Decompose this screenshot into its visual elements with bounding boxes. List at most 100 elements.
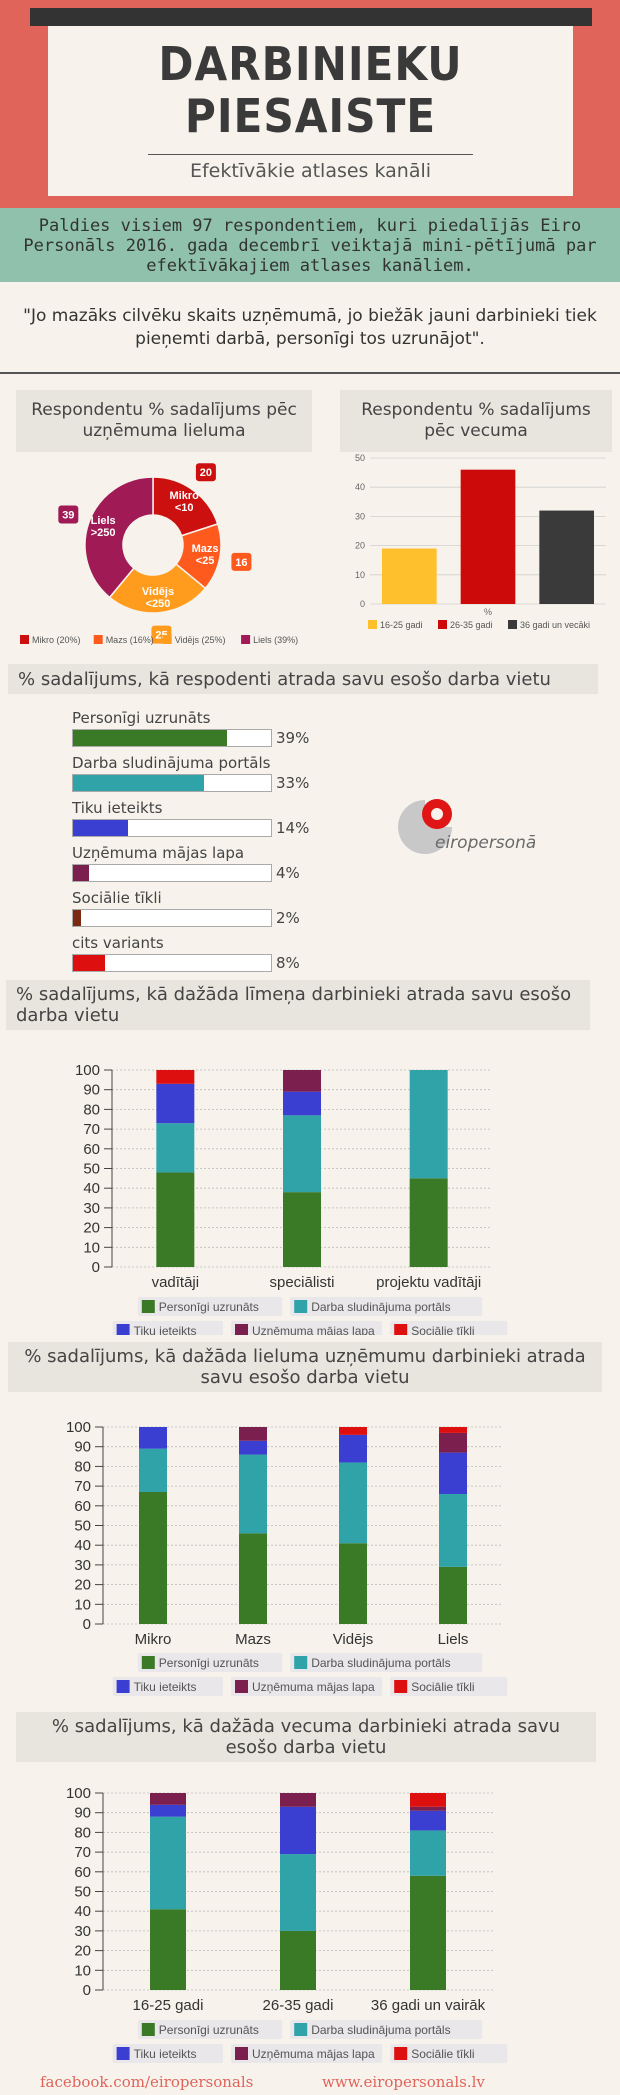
stack-category-label: 16-25 gadi [133, 1997, 204, 2014]
channel-bar-fill [73, 820, 129, 836]
stack-ytick-label: 30 [74, 1923, 91, 1940]
pie-title-box: Respondentu % sadalījums pēc uzņēmuma li… [16, 390, 312, 452]
stack-category-label: 26-35 gadi [263, 1997, 334, 2014]
channel-percent: 33% [276, 774, 310, 792]
channel-label: Darba sludinājuma portāls [72, 754, 271, 772]
channel-percent: 4% [276, 864, 300, 882]
stack-ytick-label: 70 [74, 1844, 91, 1861]
stack-segment [150, 1793, 186, 1805]
age-group-title-box: % sadalījums, kā dažāda vecuma darbiniek… [16, 1712, 596, 1762]
stack-segment [339, 1434, 367, 1463]
stack-segment [409, 1178, 448, 1267]
stack-ytick-label: 20 [83, 1220, 100, 1237]
svg-text:Sociālie tīkli: Sociālie tīkli [411, 2047, 474, 2061]
pie-slice [108, 563, 207, 614]
stack-segment [439, 1566, 467, 1624]
stack-legend-item: Personīgi uzrunāts [137, 2020, 283, 2039]
svg-text:Uzņēmuma mājas lapa: Uzņēmuma mājas lapa [252, 2047, 375, 2061]
stack-segment [339, 1427, 367, 1435]
age-ytick-label: 0 [360, 599, 365, 609]
stack-ytick-label: 70 [83, 1121, 100, 1138]
stack-legend-item: Uzņēmuma mājas lapa [231, 1677, 383, 1696]
stack-ytick-label: 50 [83, 1161, 100, 1178]
pie-slice-label: Mazs <25 [192, 543, 219, 567]
channel-bar-track [72, 954, 272, 972]
svg-text:Personīgi uzrunāts: Personīgi uzrunāts [159, 1656, 259, 1670]
level-title-box: % sadalījums, kā dažāda līmeņa darbiniek… [6, 980, 590, 1030]
stack-segment [410, 1810, 446, 1831]
channel-bar-track [72, 864, 272, 882]
stack-legend-item: Personīgi uzrunāts [137, 1297, 283, 1316]
pie-legend-item: Liels (39%) [241, 635, 298, 645]
svg-text:Uzņēmuma mājas lapa: Uzņēmuma mājas lapa [252, 1680, 375, 1694]
channel-bar-track [72, 819, 272, 837]
stack-segment [156, 1083, 195, 1124]
level-stacked-chart: 0 10 20 30 40 50 60 70 80 90 100 vadītāji speciālist… [75, 1062, 508, 1335]
eiropersonals-logo: eiropersonāls [398, 799, 535, 854]
channel-percent: 14% [276, 819, 310, 837]
title-box: DARBINIEKU PIESAISTE Efektīvākie atlases… [48, 26, 573, 196]
logo-wordmark: eiropersonāls [435, 833, 535, 853]
stack-legend-item: Darba sludinājuma portāls [290, 1653, 483, 1672]
stack-ytick-label: 10 [74, 1962, 91, 1979]
stack-ytick-label: 10 [74, 1596, 91, 1613]
age-ytick-label: 20 [355, 541, 365, 551]
stack-segment [339, 1543, 367, 1624]
stack-legend-item: Sociālie tīkli [390, 2044, 508, 2063]
stack-ytick-label: 20 [74, 1577, 91, 1594]
stack-segment [139, 1492, 167, 1624]
pie-legend-item: Mazs (16%) [93, 635, 154, 645]
pie-title: Respondentu % sadalījums pēc uzņēmuma li… [31, 400, 297, 441]
age-ytick-label: 40 [355, 482, 365, 492]
channel-label: Personīgi uzrunāts [72, 709, 211, 727]
stack-category-label: Vidējs [333, 1631, 374, 1648]
stack-category-label: speciālisti [269, 1274, 334, 1291]
svg-text:Sociālie tīkli: Sociālie tīkli [411, 1680, 474, 1694]
svg-text:Mikro (20%): Mikro (20%) [32, 635, 81, 645]
footer-website-link[interactable]: www.eiropersonals.lv [322, 2073, 485, 2091]
channel-bar-fill [73, 910, 81, 926]
stack-ytick-label: 20 [74, 1943, 91, 1960]
svg-text:Tiku ieteikts: Tiku ieteikts [134, 2047, 197, 2061]
channel-bar-fill [73, 955, 105, 971]
stack-category-label: projektu vadītāji [376, 1274, 481, 1291]
stack-legend-item: Personīgi uzrunāts [137, 1653, 283, 1672]
stack-segment [283, 1070, 321, 1092]
stack-ytick-label: 80 [83, 1101, 100, 1118]
stack-legend-item: Sociālie tīkli [390, 1677, 508, 1696]
channels-title: % sadalījums, kā respodenti atrada savu … [18, 669, 551, 690]
stack-ytick-label: 70 [74, 1478, 91, 1495]
svg-text:Personīgi uzrunāts: Personīgi uzrunāts [159, 2023, 259, 2037]
pie-slice-label: Mikro <10 [169, 490, 199, 514]
stack-legend-item: Darba sludinājuma portāls [290, 2020, 483, 2039]
age-legend-item: 16-25 gadi [368, 620, 423, 630]
stack-segment [150, 1804, 186, 1817]
svg-text:Liels (39%): Liels (39%) [253, 635, 298, 645]
stack-ytick-label: 80 [74, 1458, 91, 1475]
stack-ytick-label: 30 [83, 1200, 100, 1217]
subtitle-rule [148, 154, 473, 155]
channel-label: cits variants [72, 934, 164, 952]
stack-legend-item: Tiku ieteikts [112, 1677, 223, 1696]
stack-category-label: 36 gadi un vairāk [371, 1997, 486, 2014]
svg-text:20: 20 [200, 467, 212, 479]
stack-segment [410, 1875, 446, 1990]
pie-value-callout: 20 [195, 463, 216, 482]
age-ytick-label: 10 [355, 570, 365, 580]
svg-text:26-35 gadi: 26-35 gadi [450, 620, 493, 630]
svg-text:Darba sludinājuma portāls: Darba sludinājuma portāls [311, 2023, 450, 2037]
channel-label: Uzņēmuma mājas lapa [72, 844, 245, 862]
page-subtitle: Efektīvākie atlases kanāli [148, 160, 473, 182]
stack-segment [239, 1427, 267, 1441]
svg-text:39: 39 [62, 510, 74, 522]
stack-ytick-label: 60 [74, 1864, 91, 1881]
stack-legend-item: Uzņēmuma mājas lapa [231, 2044, 383, 2063]
stack-ytick-label: 0 [83, 1616, 91, 1633]
channel-bar-fill [73, 865, 89, 881]
stack-ytick-label: 60 [74, 1498, 91, 1515]
footer-facebook-link[interactable]: facebook.com/eiropersonals [40, 2073, 254, 2091]
channel-bar-track [72, 729, 272, 747]
stack-segment [280, 1930, 316, 1990]
stack-ytick-label: 10 [83, 1239, 100, 1256]
